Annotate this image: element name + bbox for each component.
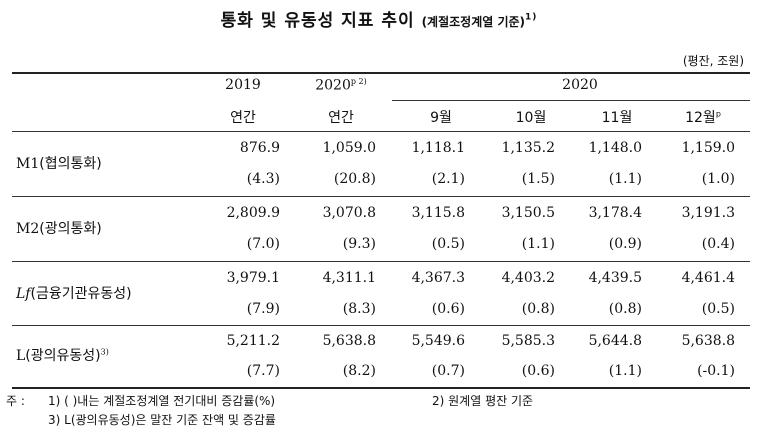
l-dec-change: (-0.1) [645,363,735,379]
m2-dec: 3,191.3 [645,205,735,221]
lf-sep: 4,367.3 [375,270,465,286]
l-2020-change: (8.2) [286,363,376,379]
note-1: 1) ( )내는 계절조정계열 전기대비 증감률(%) [48,392,275,409]
title-main: 통화 및 유동성 지표 추이 [221,11,415,31]
l-oct: 5,585.3 [465,333,555,349]
lf-nov-change: (0.8) [552,301,642,317]
l-nov-change: (1.1) [552,363,642,379]
m1-nov: 1,148.0 [552,140,642,156]
l-dec: 5,638.8 [645,333,735,349]
header-annual-2020: 연간 [296,107,386,127]
row-label-lf: Lf(금융기관유동성) [16,283,132,303]
l-sep: 5,549.6 [375,333,465,349]
m1-dec-change: (1.0) [645,171,735,187]
lf-dec: 4,461.4 [645,270,735,286]
m2-dec-change: (0.4) [645,236,735,252]
m2-oct-change: (1.1) [465,236,555,252]
lf-sep-change: (0.6) [375,301,465,317]
m2-sep: 3,115.8 [375,205,465,221]
row-label-l: L(광의유동성)3) [16,345,109,365]
m2-2019-change: (7.0) [190,236,280,252]
m2-2020-change: (9.3) [286,236,376,252]
m1-2019: 876.9 [190,140,280,156]
l-2019: 5,211.2 [190,333,280,349]
note-3: 3) L(광의유동성)은 말잔 기준 잔액 및 증감률 [48,411,276,428]
title-sub: (계절조정계열 기준) [422,15,525,29]
m2-2019: 2,809.9 [190,205,280,221]
lf-dec-change: (0.5) [645,301,735,317]
row-rule-1 [12,196,750,197]
m1-sep-change: (2.1) [375,171,465,187]
note-2: 2) 원계열 평잔 기준 [432,392,533,409]
lf-nov: 4,439.5 [552,270,642,286]
lf-2019: 3,979.1 [190,270,280,286]
lf-oct: 4,403.2 [465,270,555,286]
lf-2020-change: (8.3) [286,301,376,317]
header-sep: 9월 [396,107,486,127]
lf-2019-change: (7.9) [190,301,280,317]
lf-2020: 4,311.1 [286,270,376,286]
header-2020-group: 2020 [540,77,620,93]
m1-nov-change: (1.1) [552,171,642,187]
m1-dec: 1,159.0 [645,140,735,156]
l-nov: 5,644.8 [552,333,642,349]
row-rule-3 [12,325,750,326]
header-2019: 2019 [198,77,288,93]
m1-oct: 1,135.2 [465,140,555,156]
l-2020: 5,638.8 [286,333,376,349]
m2-2020: 3,070.8 [286,205,376,221]
header-nov: 11월 [572,107,662,127]
row-label-m1: M1(협의통화) [16,153,102,173]
row-l-note-marker: 3) [101,347,109,356]
unit-label: (평잔, 조원) [683,52,744,69]
l-oct-change: (0.6) [465,363,555,379]
row-label-m2: M2(광의통화) [16,218,102,238]
header-rule [12,131,750,132]
header-2020-note: p 2) [351,77,367,86]
row-rule-2 [12,261,750,262]
top-rule [12,72,750,74]
l-2019-change: (7.7) [190,363,280,379]
m2-nov: 3,178.4 [552,205,642,221]
m1-2020-change: (20.8) [286,171,376,187]
bottom-rule [12,387,750,389]
title-note-marker: 1) [525,12,537,22]
m2-nov-change: (0.9) [552,236,642,252]
notes-prefix: 주 : [6,392,25,409]
header-annual-2019: 연간 [198,107,288,127]
m2-oct: 3,150.5 [465,205,555,221]
m1-oct-change: (1.5) [465,171,555,187]
group-rule [392,100,750,101]
header-oct: 10월 [486,107,576,127]
m1-2020: 1,059.0 [286,140,376,156]
table-title: 통화 및 유동성 지표 추이 (계절조정계열 기준)1) [0,6,758,31]
m1-2019-change: (4.3) [190,171,280,187]
m1-sep: 1,118.1 [375,140,465,156]
lf-oct-change: (0.8) [465,301,555,317]
header-dec-note: p [716,109,721,118]
m2-sep-change: (0.5) [375,236,465,252]
header-2020-annual: 2020p 2) [296,77,386,94]
l-sep-change: (0.7) [375,363,465,379]
header-dec: 12월p [658,107,748,127]
